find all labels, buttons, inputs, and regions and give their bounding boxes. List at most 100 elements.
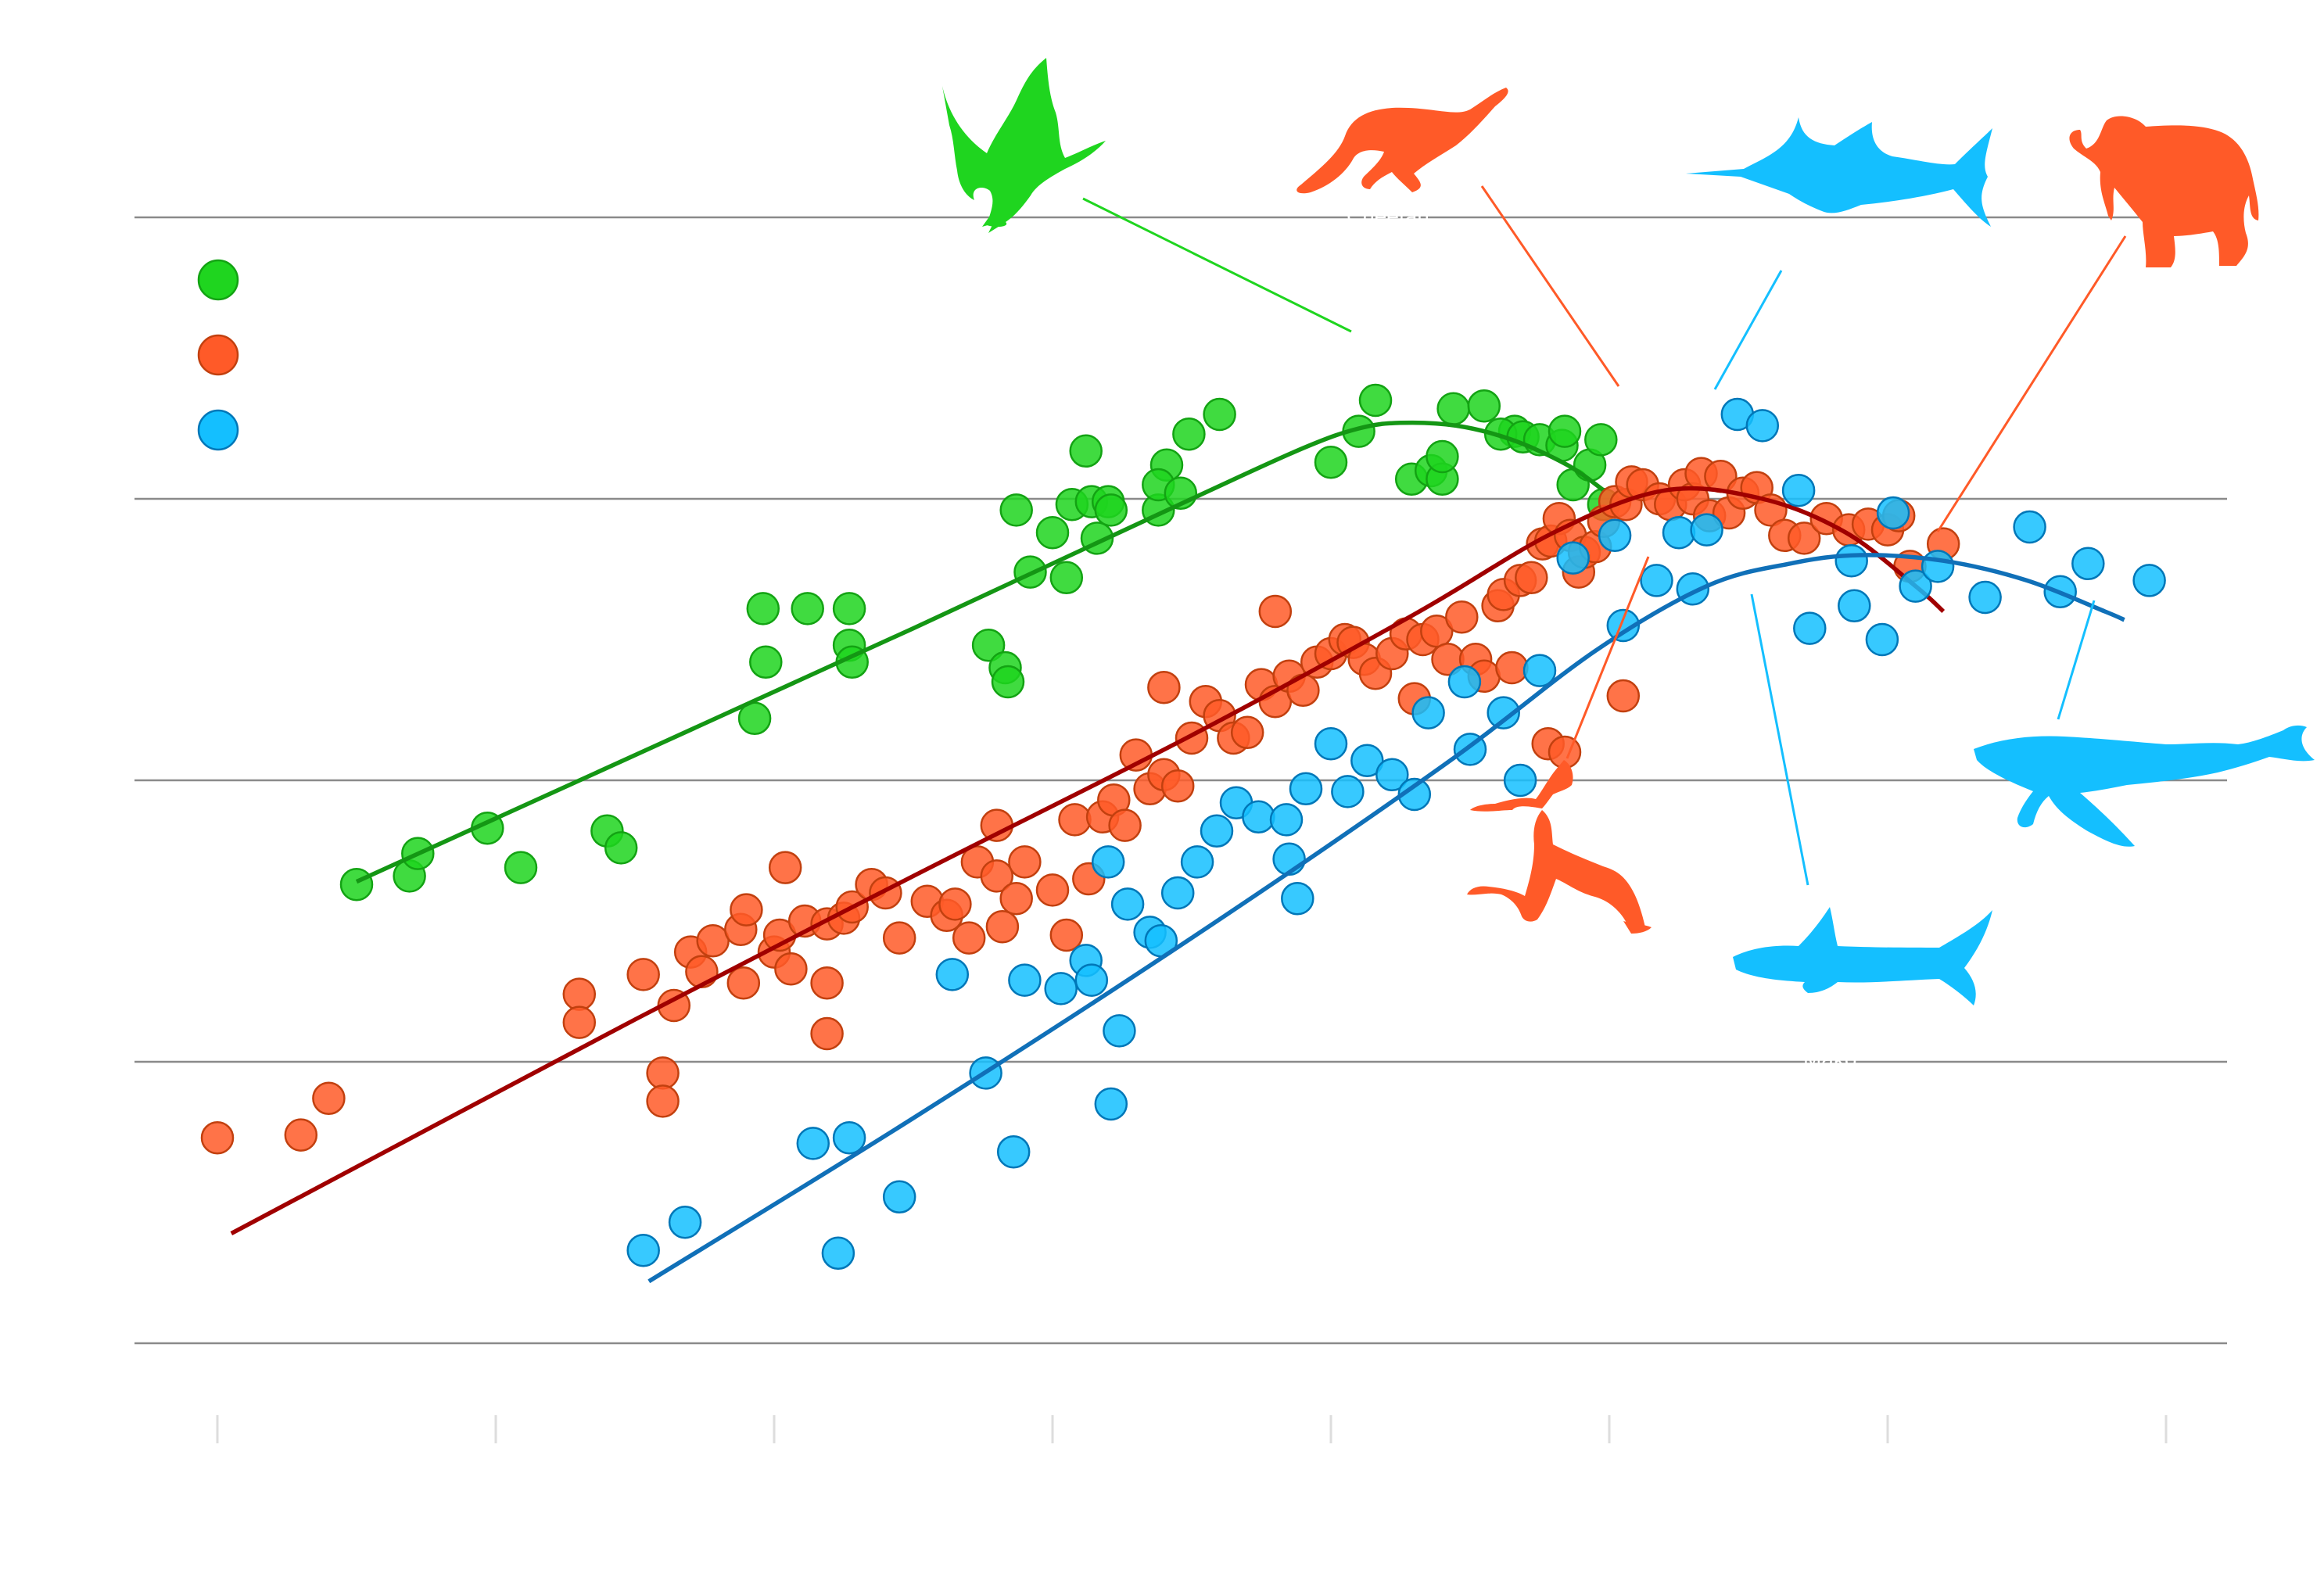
series-0-point-22 <box>1069 434 1103 468</box>
series-0-point-34 <box>1314 445 1348 479</box>
series-1-point-57 <box>1286 673 1320 708</box>
series-2-point-33 <box>1447 665 1482 699</box>
series-1-point-5 <box>626 958 660 991</box>
series-1-point-44 <box>1108 808 1142 842</box>
series-1-point-114 <box>1606 679 1641 713</box>
cat-leader-line <box>1480 185 1620 387</box>
series-0-point-38 <box>1358 383 1393 418</box>
series-2-point-2 <box>796 1127 830 1160</box>
series-1-point-4 <box>562 1005 597 1039</box>
series-0-point-26 <box>1094 493 1128 527</box>
series-1-point-48 <box>1160 769 1195 803</box>
bird-silhouette-icon <box>942 58 1106 233</box>
series-1-point-111 <box>1495 651 1529 685</box>
cheetah-caption: Cheetah <box>1347 204 1429 228</box>
series-0-point-27 <box>1172 417 1206 451</box>
series-0-point-20 <box>1049 561 1084 595</box>
legend-swatch-series-0 <box>197 259 239 301</box>
series-2-point-27 <box>1281 881 1314 916</box>
series-2-point-36 <box>1556 541 1590 575</box>
series-2-point-9 <box>1008 963 1042 997</box>
series-2-point-23 <box>1242 800 1275 834</box>
series-2-point-3 <box>832 1120 866 1155</box>
series-1-point-35 <box>985 909 1020 944</box>
x-axis-ticks <box>216 1415 2168 1443</box>
billfish-leader-line <box>1713 270 1783 390</box>
series-1-point-7 <box>646 1084 680 1118</box>
series-2-point-35 <box>1522 654 1557 687</box>
series-0-point-31 <box>1203 397 1236 432</box>
runner-leader-line <box>1565 556 1650 759</box>
series-0-point-19 <box>1035 515 1070 550</box>
series-0-point-47 <box>1548 414 1582 448</box>
series-2-point-47 <box>1921 550 1955 583</box>
callout-lines <box>1082 185 2127 886</box>
series-0-point-13 <box>832 592 866 625</box>
series-2-point-45 <box>1876 496 1910 530</box>
series-0-point-9 <box>749 645 783 679</box>
series-0-point-40 <box>1436 392 1470 426</box>
series-1-point-31 <box>952 921 986 955</box>
series-1-point-100 <box>1787 522 1821 555</box>
series-2-point-49 <box>2013 510 2046 544</box>
series-1-point-37 <box>1008 845 1042 879</box>
scatter-series <box>200 383 2166 1284</box>
series-2-point-0 <box>626 1233 660 1267</box>
series-2-point-30 <box>1350 744 1384 778</box>
series-2-point-37 <box>1598 518 1632 553</box>
series-1-point-6 <box>646 1056 680 1090</box>
shark-leader-line <box>1750 593 1809 886</box>
elephant-silhouette-icon <box>2069 116 2259 267</box>
series-1-point-34 <box>980 859 1014 893</box>
shark-silhouette-icon <box>1733 907 1992 1005</box>
series-2-point-26 <box>1314 726 1348 761</box>
series-1-point-27 <box>882 921 916 955</box>
series-1-point-0 <box>200 1120 235 1155</box>
series-1-point-30 <box>938 887 972 921</box>
series-2-point-14 <box>1091 845 1125 879</box>
series-2-point-46 <box>1899 569 1932 603</box>
series-1-point-26 <box>869 876 902 910</box>
series-2-point-31 <box>1375 758 1409 792</box>
series-2-point-34 <box>1487 696 1520 729</box>
series-1-point-3 <box>562 977 597 1011</box>
series-1-point-53 <box>1230 715 1264 750</box>
series-1-point-38 <box>1035 873 1070 907</box>
series-2-point-32 <box>1411 696 1445 729</box>
series-1-point-22 <box>810 1016 844 1051</box>
bird-leader-line <box>1082 197 1352 333</box>
series-2-point-43 <box>1781 473 1816 507</box>
runner-silhouette-icon <box>1467 760 1652 934</box>
series-1-point-21 <box>810 966 844 1000</box>
elephant-leader-line <box>1936 235 2127 532</box>
series-1-point-18 <box>774 952 808 986</box>
series-2-point-15 <box>1103 1014 1136 1048</box>
series-2-point-10 <box>1044 972 1078 1005</box>
series-2-point-29 <box>1331 775 1365 808</box>
series-1-trend-line <box>230 486 1946 1236</box>
series-2-point-58 <box>1793 611 1827 645</box>
series-0-point-50 <box>1584 423 1618 457</box>
series-0-point-0 <box>339 867 374 901</box>
series-2-trend-line <box>647 553 2125 1284</box>
series-1-point-108 <box>1147 670 1181 704</box>
series-2-point-52 <box>2132 564 2166 597</box>
cheetah-silhouette-icon <box>1296 88 1508 194</box>
series-1-point-40 <box>1058 803 1092 837</box>
series-1-point-11 <box>696 923 730 958</box>
series-0-point-8 <box>746 592 780 625</box>
series-2-point-39 <box>1662 515 1696 550</box>
series-0-point-6 <box>604 831 638 865</box>
series-2-point-13 <box>1094 1087 1128 1121</box>
series-2-point-42 <box>1745 409 1780 443</box>
series-2-point-8 <box>996 1134 1031 1169</box>
series-2-point-20 <box>1180 845 1214 879</box>
series-2-point-24 <box>1269 803 1304 837</box>
series-1-point-69 <box>1445 600 1479 634</box>
legend-swatch-series-2 <box>197 409 239 451</box>
whale-silhouette-icon <box>1974 725 2315 847</box>
series-1-point-17 <box>768 851 802 884</box>
series-1-point-39 <box>1049 918 1084 952</box>
legend <box>197 259 239 451</box>
